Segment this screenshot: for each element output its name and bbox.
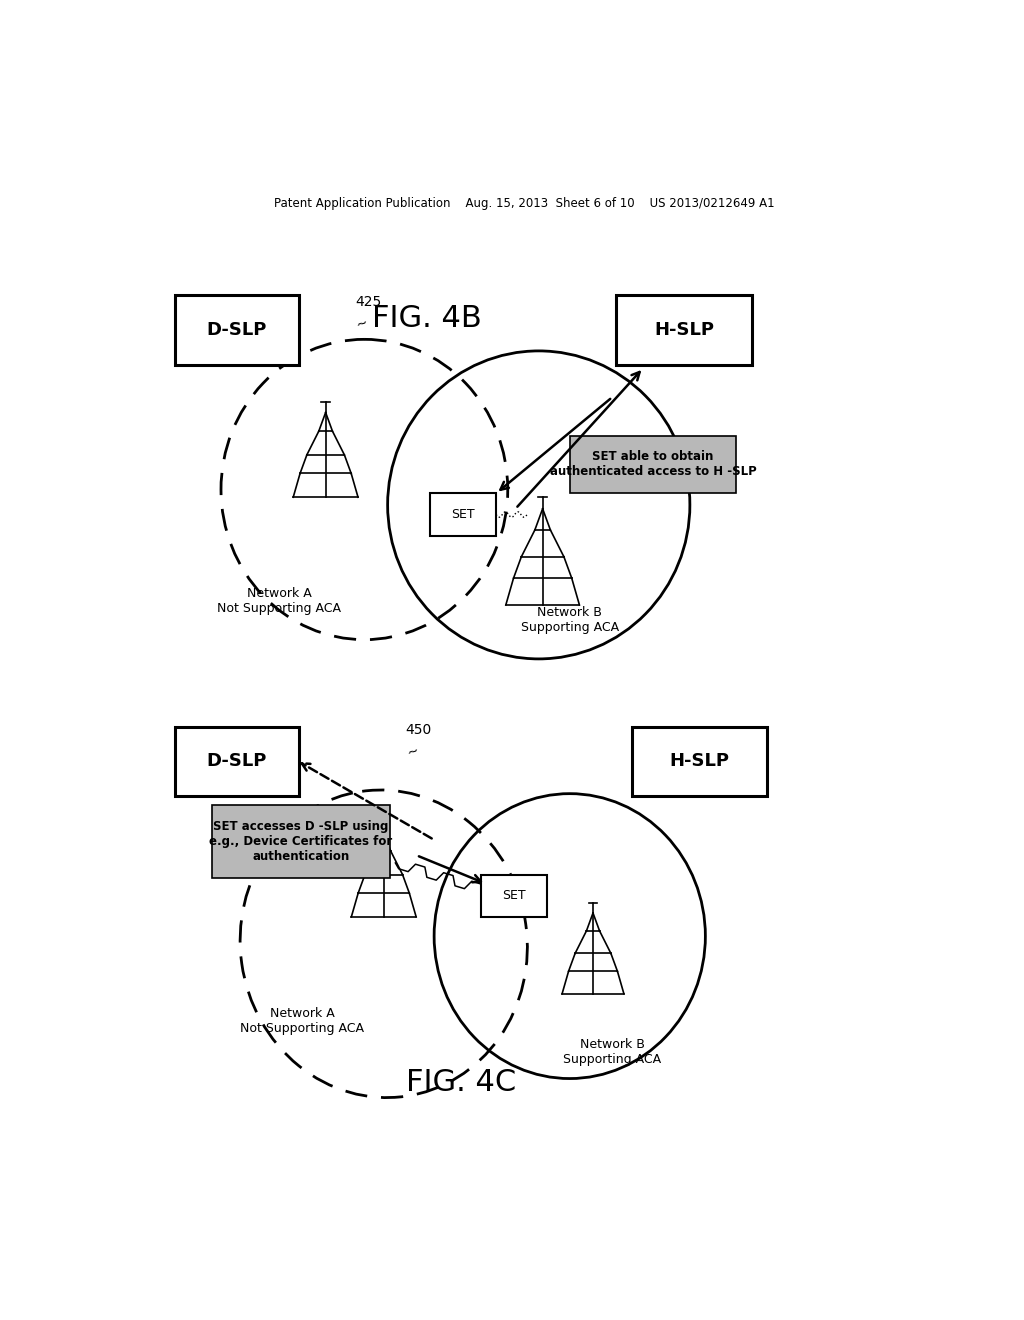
Text: D-SLP: D-SLP (206, 321, 266, 339)
Text: SET: SET (502, 890, 525, 902)
Bar (632, 726, 767, 796)
Bar (480, 874, 547, 917)
Bar (616, 296, 752, 364)
Text: Network B
Supporting ACA: Network B Supporting ACA (563, 1038, 662, 1065)
Bar (212, 805, 390, 878)
Bar (569, 436, 736, 494)
Text: SET accesses D -SLP using
e.g., Device Certificates for
authentication: SET accesses D -SLP using e.g., Device C… (209, 820, 392, 863)
Text: H-SLP: H-SLP (670, 752, 729, 771)
Text: 425: 425 (355, 296, 381, 309)
Text: H-SLP: H-SLP (654, 321, 714, 339)
Text: ~: ~ (404, 743, 420, 760)
Text: Network A
Not Supporting ACA: Network A Not Supporting ACA (241, 1007, 365, 1035)
Text: Network B
Supporting ACA: Network B Supporting ACA (520, 606, 618, 635)
Text: 450: 450 (406, 723, 432, 737)
Text: D-SLP: D-SLP (206, 752, 266, 771)
Text: FIG. 4C: FIG. 4C (407, 1068, 516, 1097)
Text: Patent Application Publication    Aug. 15, 2013  Sheet 6 of 10    US 2013/021264: Patent Application Publication Aug. 15, … (274, 197, 775, 210)
Bar (430, 494, 496, 536)
Bar (174, 726, 299, 796)
Bar (174, 296, 299, 364)
Text: FIG. 4B: FIG. 4B (372, 304, 481, 333)
Text: ~: ~ (354, 315, 370, 333)
Text: SET: SET (452, 508, 475, 521)
Text: Network A
Not Supporting ACA: Network A Not Supporting ACA (217, 587, 341, 615)
Text: SET able to obtain
authenticated access to H -SLP: SET able to obtain authenticated access … (550, 450, 757, 478)
